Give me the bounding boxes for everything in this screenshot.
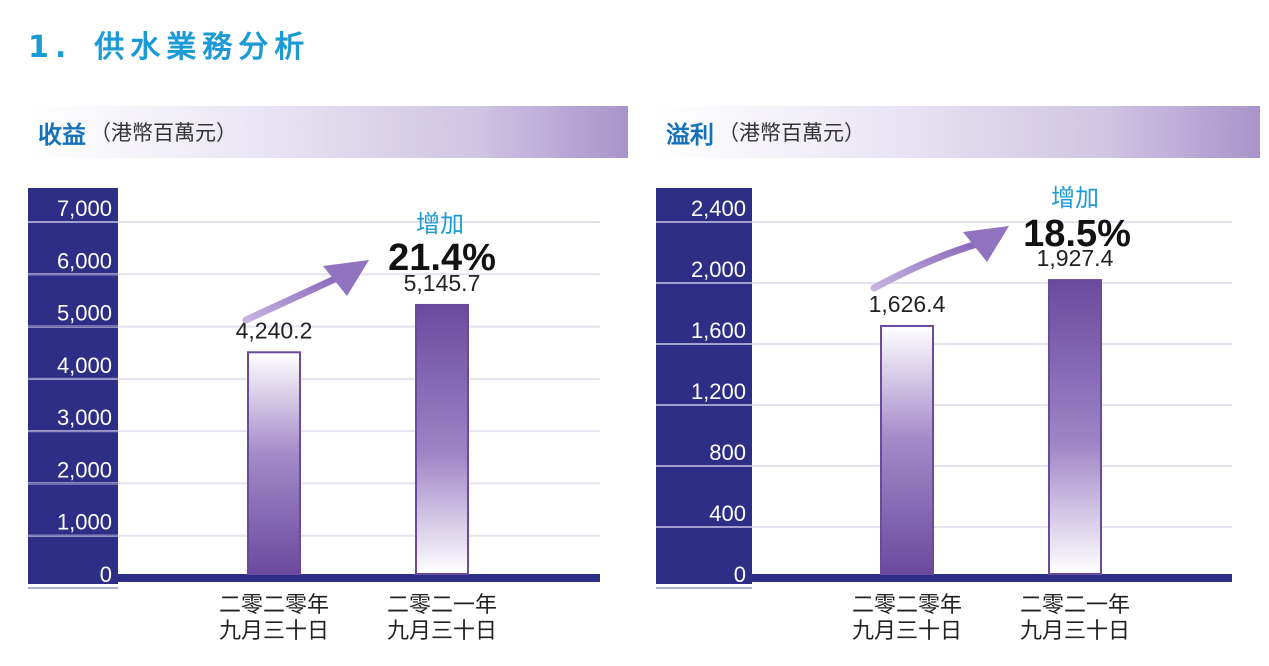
revenue-baseline [118,574,600,582]
revenue-increase-pct: 21.4% [388,237,496,279]
revenue-ytick-label: 2,000 [57,457,112,482]
profit-increase-arrow-head [963,226,1009,262]
revenue-category-label-2: 二零二一年 [387,593,497,618]
revenue-ytick-label: 1,000 [57,510,112,535]
profit-increase-label: 增加 [1051,184,1099,212]
profit-ytick-label: 800 [709,440,746,465]
revenue-ytick-label: 3,000 [57,405,112,430]
profit-bar-1 [880,324,934,575]
revenue-ytick-label: 6,000 [57,248,112,273]
section-heading: 供水業務分析 [94,30,311,65]
profit-title: 溢利 [666,120,714,149]
revenue-increase-label: 增加 [416,210,464,238]
profit-increase-pct: 18.5% [1023,213,1131,255]
revenue-header: 收益 （港幣百萬元） [28,106,628,158]
revenue-bar-2 [415,303,469,575]
revenue-ytick-label: 0 [100,562,112,587]
revenue-value-label-2: 5,145.7 [404,270,481,296]
profit-ytick-label: 1,600 [691,318,746,343]
revenue-unit: （港幣百萬元） [90,121,237,145]
revenue-increase-arrow [242,274,341,324]
profit-ytick-label: 1,200 [691,379,746,404]
revenue-title: 收益 [38,120,86,149]
profit-baseline [752,574,1232,582]
revenue-category-label-2: 九月三十日 [387,619,497,644]
section-number: 1. [28,30,73,65]
profit-axis-band [656,188,752,584]
profit-value-label-2: 1,927.4 [1037,245,1114,271]
profit-header: 溢利 （港幣百萬元） [656,106,1260,158]
profit-value-label-1: 1,626.4 [869,291,946,317]
profit-ytick-label: 2,000 [691,257,746,282]
revenue-category-label-1: 九月三十日 [219,619,329,644]
revenue-ytick-label: 5,000 [57,301,112,326]
profit-category-label-1: 二零二零年 [852,593,962,618]
section-title: 1. 供水業務分析 [28,22,310,66]
revenue-increase-arrow-head [323,260,369,296]
profit-ytick-label: 2,400 [691,196,746,221]
revenue-bar-1 [247,351,301,576]
revenue-axis-band [28,188,118,584]
profit-category-label-2: 九月三十日 [1020,619,1130,644]
revenue-category-label-1: 二零二零年 [219,593,329,618]
profit-category-label-2: 二零二一年 [1020,593,1130,618]
profit-bar-2 [1048,279,1102,575]
revenue-ytick-label: 4,000 [57,353,112,378]
profit-increase-arrow [870,240,981,292]
revenue-ytick-label: 7,000 [57,196,112,221]
profit-category-label-1: 九月三十日 [852,619,962,644]
profit-ytick-label: 0 [734,562,746,587]
profit-unit: （港幣百萬元） [718,121,865,145]
profit-ytick-label: 400 [709,501,746,526]
